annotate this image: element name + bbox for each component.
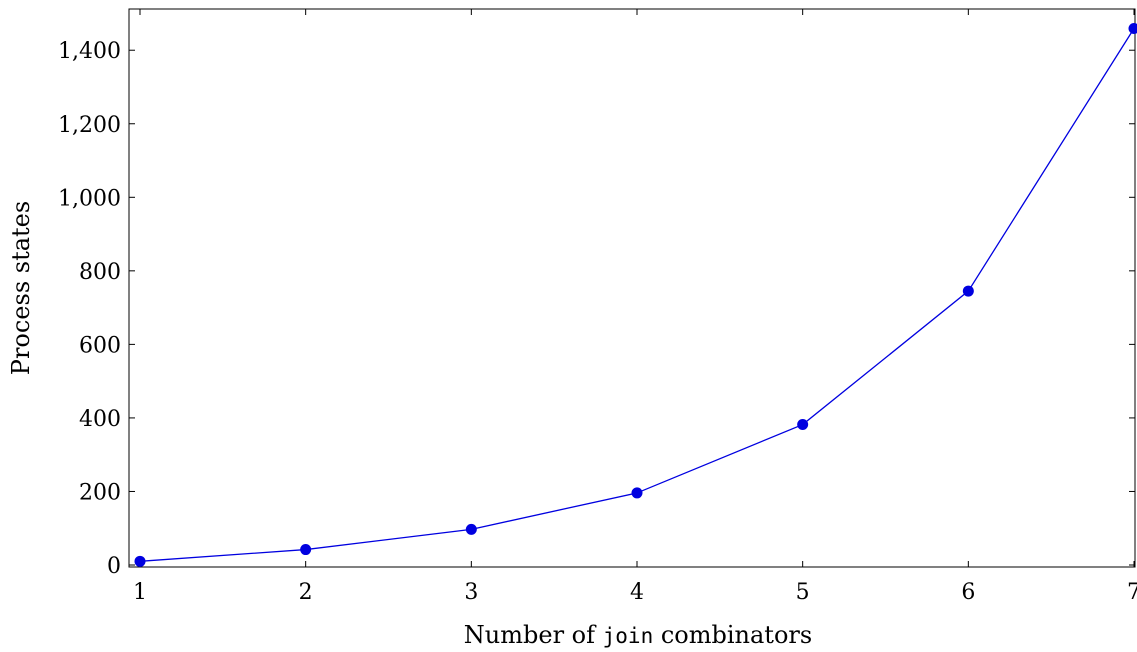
y-tick-label: 600: [79, 333, 121, 358]
x-tick-label: 4: [630, 580, 644, 605]
y-tick-label: 1,000: [58, 186, 121, 211]
data-point: [797, 419, 809, 431]
y-axis-title: Process states: [7, 201, 35, 375]
x-tick-label: 6: [961, 580, 975, 605]
series-layer: [134, 23, 1137, 567]
y-tick-label: 0: [107, 554, 121, 579]
x-axis-title: Number of join combinators: [464, 621, 812, 649]
data-point: [1128, 23, 1137, 35]
data-point: [962, 285, 974, 297]
x-tick-label: 7: [1127, 580, 1137, 605]
x-axis-title-prefix: Number of: [464, 621, 603, 649]
axes: [128, 8, 1136, 568]
y-tick-label: 1,400: [58, 39, 121, 64]
plot-frame: [128, 8, 1136, 568]
y-tick-label: 1,200: [58, 113, 121, 138]
x-tick-label: 5: [796, 580, 810, 605]
y-tick-labels: 0 200 400 600 800 1,000 1,200 1,400: [58, 39, 121, 579]
x-tick-labels: 1 2 3 4 5 6 7: [133, 580, 1137, 605]
x-axis-title-code: join: [603, 624, 654, 648]
y-tick-label: 800: [79, 260, 121, 285]
series-line: [139, 28, 1135, 562]
x-axis-title-suffix: combinators: [653, 621, 812, 649]
data-point: [300, 544, 312, 556]
x-tick-label: 2: [299, 580, 313, 605]
y-tick-label: 400: [79, 407, 121, 432]
y-tick-label: 200: [79, 480, 121, 505]
data-point: [465, 523, 477, 535]
tick-marks: [129, 9, 1135, 567]
x-tick-label: 3: [464, 580, 478, 605]
data-point: [631, 487, 643, 499]
data-point: [134, 555, 146, 567]
x-tick-label: 1: [133, 580, 147, 605]
